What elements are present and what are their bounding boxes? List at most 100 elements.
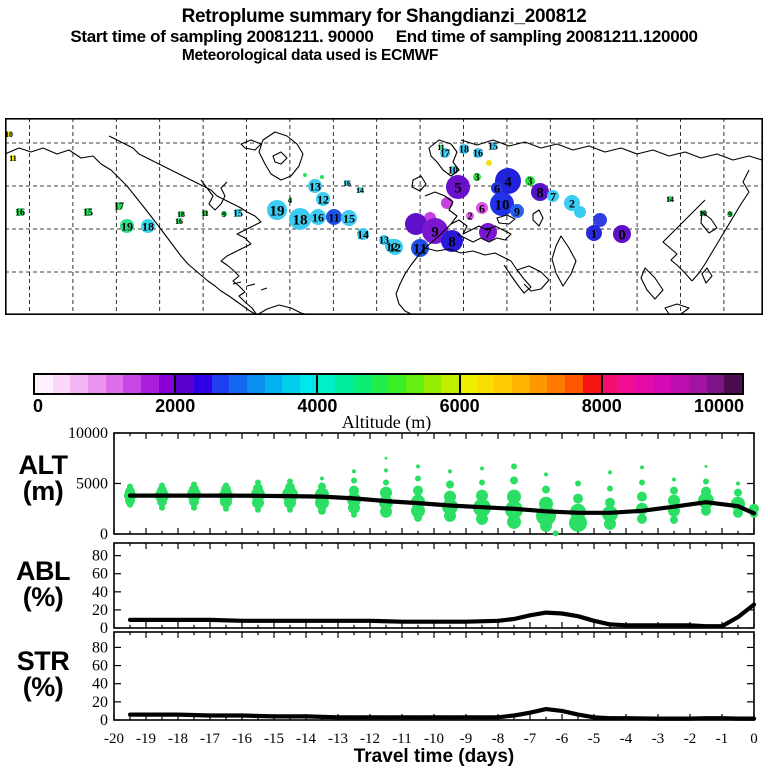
particle-dot — [701, 505, 711, 516]
ytick-label-ABL: 80 — [92, 548, 108, 565]
plume-bubble-number: 13 — [309, 179, 321, 193]
particle-dot — [349, 485, 359, 496]
plume-bubble-number: 15 — [83, 208, 93, 219]
colorbar-segment — [618, 375, 636, 393]
travel-time-tick: -3 — [651, 731, 665, 747]
plume-bubble-number: 11 — [437, 143, 445, 152]
plume-bubble-number: 19 — [270, 203, 285, 219]
particle-dot — [318, 506, 326, 515]
colorbar-segment — [88, 375, 106, 393]
travel-time-tick: -15 — [264, 731, 284, 747]
plume-bubble — [141, 219, 155, 233]
particle-dot — [605, 497, 615, 508]
plume-bubble — [411, 239, 429, 257]
plume-bubble-number: 2 — [569, 196, 575, 210]
plume-bubble — [491, 182, 503, 194]
abl-panel-label: ABL (%) — [2, 558, 84, 612]
ytick-label-STR: 40 — [92, 676, 108, 693]
ALT-mean-line — [127, 493, 757, 516]
plume-bubble-number: 13 — [379, 236, 389, 247]
plume-bubble — [446, 175, 470, 199]
particle-dot — [476, 512, 488, 525]
plume-bubble — [547, 190, 559, 202]
particle-dot — [637, 491, 647, 502]
plume-bubble-number: 4 — [504, 174, 512, 190]
particle-dot — [444, 509, 456, 522]
plume-bubble — [341, 210, 357, 226]
plume-bubble-number: 12 — [389, 240, 401, 254]
ABL-mean-line — [127, 602, 757, 629]
plume-bubble-number: 10 — [448, 166, 458, 177]
particle-dot — [383, 479, 389, 486]
ytick-label-STR: 60 — [92, 658, 108, 675]
plume-bubble — [667, 196, 673, 202]
plume-bubble-number: 7 — [484, 225, 492, 241]
particle-dot — [351, 477, 357, 484]
world-map: 10 11 16 15 17 19 18 18 16 11 9 15 19 18 13 12 16 11 15 14 1… — [4, 118, 764, 316]
colorbar-segment — [335, 375, 354, 393]
colorbar-segment — [123, 375, 142, 393]
colorbar-tick-label: 2000 — [155, 396, 196, 416]
particle-dot — [733, 507, 743, 518]
plume-bubble — [221, 211, 227, 217]
plume-bubble-number: 11 — [201, 209, 209, 218]
particle-dot — [703, 478, 709, 485]
particle-dot — [540, 519, 552, 532]
colorbar-divider — [174, 373, 177, 395]
plume-bubble-number: 15 — [488, 142, 498, 153]
ytick-label-ALT: 10000 — [68, 425, 108, 442]
colorbar-segment — [300, 375, 318, 393]
abl-label-line2: (%) — [22, 582, 64, 612]
plume-bubble-number: 6 — [479, 201, 485, 215]
particle-dot — [384, 468, 388, 473]
plume-bubble — [178, 211, 184, 217]
particle-dot — [320, 476, 324, 481]
plume-bubble — [344, 180, 350, 186]
particle-dot — [542, 485, 550, 494]
plume-bubble — [441, 230, 463, 252]
colorbar-segment — [406, 375, 424, 393]
plume-bubble-number: 16 — [175, 217, 183, 226]
colorbar-segment — [512, 375, 530, 393]
plume-bubble-number: 10 — [5, 130, 13, 139]
particle-dot — [544, 472, 548, 477]
particle-dot — [569, 513, 587, 532]
colorbar-segment — [441, 375, 460, 393]
particle-dot — [220, 495, 232, 508]
plume-bubble — [449, 166, 457, 174]
ytick-label-STR: 0 — [100, 712, 108, 729]
particle-dot — [607, 485, 613, 492]
plume-bubble-number: 14 — [356, 186, 364, 195]
particle-dot — [411, 503, 425, 518]
plume-bubble — [303, 173, 307, 177]
particle-dot — [507, 514, 521, 529]
particle-dot — [189, 496, 199, 507]
panel-ALT: 0 5000 10000 — [68, 425, 759, 543]
plume-bubble — [440, 148, 450, 158]
colorbar-segment — [70, 375, 89, 393]
plume-bubble — [6, 131, 12, 137]
colorbar-segment — [688, 375, 707, 393]
colorbar-segment — [105, 375, 124, 393]
particle-dot — [608, 470, 612, 475]
travel-time-tick: -8 — [491, 731, 505, 747]
plume-bubble-number: 5 — [454, 180, 462, 196]
colorbar-segment — [600, 375, 619, 393]
travel-time-tick: -18 — [168, 731, 188, 747]
colorbar-segment — [582, 375, 601, 393]
plume-bubble — [422, 218, 448, 244]
particle-dot — [704, 464, 708, 468]
alt-label-line1: ALT — [18, 450, 68, 480]
particle-dot — [668, 494, 680, 507]
colorbar-tick-label: 4000 — [297, 396, 338, 416]
plume-bubble — [727, 211, 733, 217]
colorbar-segment — [264, 375, 283, 393]
plume-bubble — [176, 218, 182, 224]
plume-bubble — [405, 213, 427, 235]
particle-dot — [670, 486, 678, 495]
particle-dot — [159, 504, 165, 511]
plume-bubble — [308, 179, 322, 193]
particle-dot — [287, 506, 293, 513]
